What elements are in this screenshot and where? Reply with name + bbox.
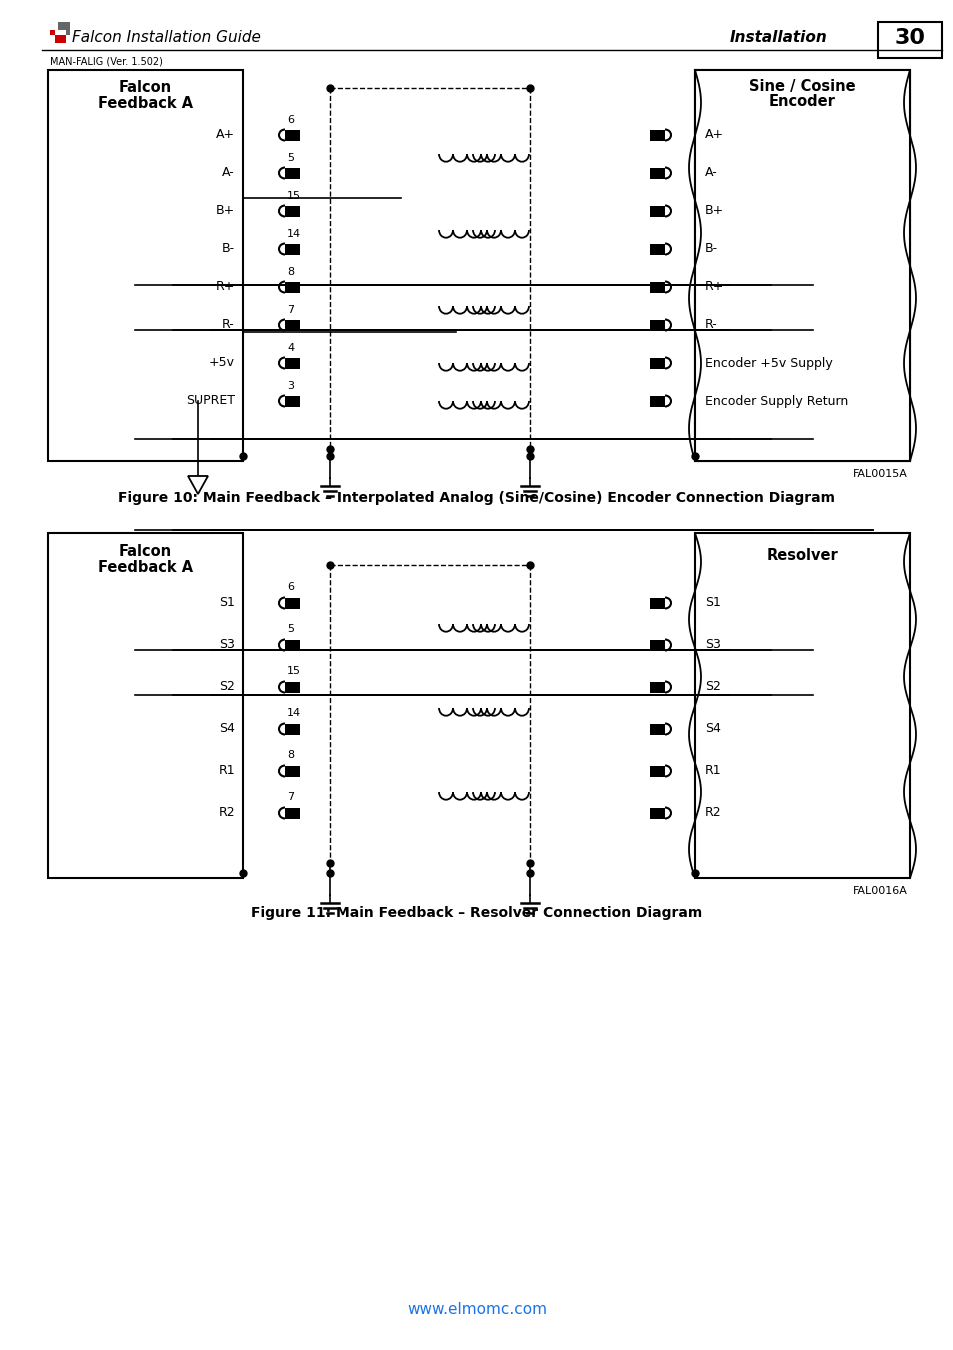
Text: 15: 15 bbox=[287, 190, 301, 201]
Bar bbox=[285, 130, 299, 140]
Bar bbox=[695, 70, 909, 460]
Text: 14: 14 bbox=[287, 230, 301, 239]
Bar bbox=[649, 682, 664, 693]
Text: R1: R1 bbox=[218, 764, 234, 778]
Bar bbox=[285, 598, 299, 609]
Text: 6: 6 bbox=[287, 115, 294, 126]
Text: Figure 10: Main Feedback – Interpolated Analog (Sine/Cosine) Encoder Connection : Figure 10: Main Feedback – Interpolated … bbox=[118, 491, 835, 505]
Bar bbox=[285, 765, 299, 776]
Bar bbox=[285, 358, 299, 369]
Text: S1: S1 bbox=[704, 597, 720, 609]
Bar bbox=[695, 70, 909, 460]
Text: 7: 7 bbox=[287, 305, 294, 315]
Bar bbox=[285, 807, 299, 818]
Text: MAN-FALIG (Ver. 1.502): MAN-FALIG (Ver. 1.502) bbox=[50, 57, 163, 68]
Bar bbox=[695, 70, 909, 460]
Bar bbox=[285, 167, 299, 178]
Bar bbox=[649, 243, 664, 255]
Text: FAL0015A: FAL0015A bbox=[852, 468, 907, 479]
Text: B+: B+ bbox=[215, 204, 234, 217]
Text: Falcon: Falcon bbox=[119, 81, 172, 96]
Text: R2: R2 bbox=[704, 806, 720, 819]
Bar bbox=[695, 533, 909, 878]
Text: 30: 30 bbox=[894, 28, 924, 49]
Bar bbox=[285, 320, 299, 331]
Polygon shape bbox=[50, 30, 66, 43]
Bar bbox=[877, 22, 941, 58]
Bar bbox=[285, 243, 299, 255]
Bar bbox=[649, 320, 664, 331]
Text: R+: R+ bbox=[704, 281, 723, 293]
Text: S3: S3 bbox=[704, 639, 720, 652]
Bar bbox=[649, 396, 664, 406]
Bar bbox=[649, 724, 664, 734]
Text: www.elmomc.com: www.elmomc.com bbox=[407, 1303, 546, 1318]
Polygon shape bbox=[50, 30, 66, 43]
Text: SUPRET: SUPRET bbox=[186, 394, 234, 408]
Text: FAL0016A: FAL0016A bbox=[852, 886, 907, 896]
Bar bbox=[285, 682, 299, 693]
Text: Falcon Installation Guide: Falcon Installation Guide bbox=[71, 31, 260, 46]
Text: R+: R+ bbox=[215, 281, 234, 293]
Text: Encoder +5v Supply: Encoder +5v Supply bbox=[704, 356, 832, 370]
Bar bbox=[649, 358, 664, 369]
Text: S1: S1 bbox=[219, 597, 234, 609]
Bar bbox=[649, 167, 664, 178]
Text: S2: S2 bbox=[219, 680, 234, 694]
Text: A-: A- bbox=[222, 166, 234, 180]
Text: S4: S4 bbox=[219, 722, 234, 736]
Text: A-: A- bbox=[704, 166, 717, 180]
Bar bbox=[649, 205, 664, 216]
Bar bbox=[285, 396, 299, 406]
Text: 5: 5 bbox=[287, 624, 294, 634]
Text: B-: B- bbox=[222, 243, 234, 255]
Text: +5v: +5v bbox=[209, 356, 234, 370]
Text: A+: A+ bbox=[215, 128, 234, 142]
Text: 5: 5 bbox=[287, 153, 294, 163]
Bar bbox=[649, 598, 664, 609]
Text: Encoder: Encoder bbox=[768, 95, 835, 109]
Bar bbox=[285, 205, 299, 216]
Text: 15: 15 bbox=[287, 666, 301, 676]
Text: B-: B- bbox=[704, 243, 718, 255]
Text: S4: S4 bbox=[704, 722, 720, 736]
Text: Figure 11: Main Feedback – Resolver Connection Diagram: Figure 11: Main Feedback – Resolver Conn… bbox=[251, 906, 702, 919]
Bar bbox=[649, 765, 664, 776]
Text: 4: 4 bbox=[287, 343, 294, 352]
Text: R2: R2 bbox=[218, 806, 234, 819]
Text: 8: 8 bbox=[287, 751, 294, 760]
Text: S2: S2 bbox=[704, 680, 720, 694]
Bar bbox=[285, 640, 299, 651]
Text: B+: B+ bbox=[704, 204, 723, 217]
Bar bbox=[48, 533, 243, 878]
Bar bbox=[48, 70, 243, 460]
Bar bbox=[649, 807, 664, 818]
Polygon shape bbox=[58, 22, 70, 35]
Text: R-: R- bbox=[222, 319, 234, 332]
Text: A+: A+ bbox=[704, 128, 723, 142]
Text: R1: R1 bbox=[704, 764, 720, 778]
Text: Installation: Installation bbox=[729, 31, 827, 46]
Text: 6: 6 bbox=[287, 582, 294, 593]
Text: Sine / Cosine: Sine / Cosine bbox=[748, 78, 855, 93]
Text: S3: S3 bbox=[219, 639, 234, 652]
Polygon shape bbox=[188, 477, 208, 494]
Text: 3: 3 bbox=[287, 381, 294, 392]
Text: R-: R- bbox=[704, 319, 717, 332]
Text: Feedback A: Feedback A bbox=[98, 559, 193, 575]
Text: 8: 8 bbox=[287, 267, 294, 277]
Bar bbox=[649, 640, 664, 651]
Text: Encoder Supply Return: Encoder Supply Return bbox=[704, 394, 847, 408]
Text: Falcon: Falcon bbox=[119, 544, 172, 559]
Bar bbox=[285, 724, 299, 734]
Bar bbox=[649, 130, 664, 140]
Text: Resolver: Resolver bbox=[766, 548, 838, 563]
Text: Feedback A: Feedback A bbox=[98, 96, 193, 112]
Text: 14: 14 bbox=[287, 707, 301, 718]
Text: 7: 7 bbox=[287, 792, 294, 802]
Bar bbox=[649, 282, 664, 293]
Bar bbox=[285, 282, 299, 293]
